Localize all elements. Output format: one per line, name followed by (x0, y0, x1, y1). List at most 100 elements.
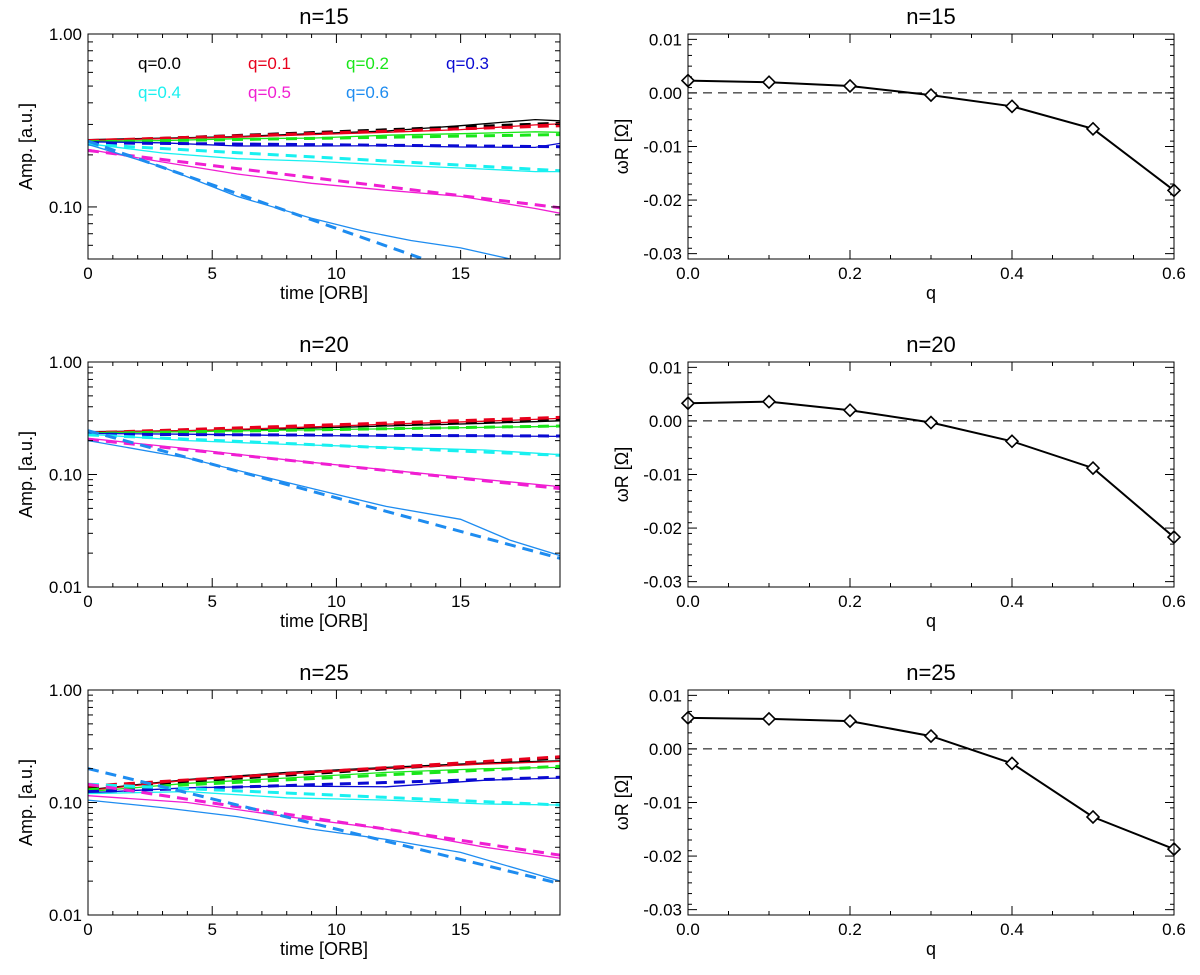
x-tick-label: 5 (207, 264, 216, 283)
plot-frame (687, 33, 1175, 260)
y-tick-label: 0.10 (49, 466, 82, 485)
x-axis-label: time [ORB] (280, 611, 368, 631)
series-q=0.6 (88, 767, 560, 886)
series-line-dashed (88, 755, 560, 788)
series-line-dashed (88, 142, 560, 173)
series-line-dashed (88, 429, 560, 560)
series-q=0.3 (88, 432, 560, 438)
axes: 0.0 0.2 0.4 0.6 0.01 0.00 -0.01 -0.02 -0.03 (643, 358, 1186, 611)
x-tick-label: 0.2 (838, 920, 862, 939)
plot-frame (687, 689, 1175, 916)
plot-area (88, 118, 560, 259)
legend: q=0.0 q=0.1 q=0.2 q=0.3 q=0.4 q=0.5 q=0.6 (138, 54, 489, 102)
series-line-solid (88, 143, 560, 173)
x-axis-label: q (926, 283, 936, 303)
series-line-dashed (88, 149, 560, 210)
panel-title: n=20 (906, 332, 956, 357)
plot-frame (87, 689, 561, 916)
y-tick-label: 0.10 (49, 794, 82, 813)
panel-title: n=15 (906, 4, 956, 29)
x-tick-label: 15 (451, 592, 470, 611)
x-tick-label: 10 (327, 264, 346, 283)
series-q=0.4 (88, 433, 560, 457)
y-tick-label: -0.01 (643, 466, 682, 485)
y-axis-label: ωR [Ω] (612, 775, 632, 831)
series-line-dashed (88, 782, 560, 807)
series-line-dashed (88, 782, 560, 857)
data-point-diamond (1004, 99, 1020, 114)
y-tick-label: 1.00 (49, 25, 82, 44)
data-point-diamond (761, 75, 777, 90)
y-tick-label: -0.03 (643, 901, 682, 920)
series-q=0.5 (88, 148, 560, 214)
x-tick-label: 0.4 (1000, 264, 1024, 283)
y-axis-label: Amp. [a.u.] (16, 759, 36, 846)
x-tick-label: 10 (327, 592, 346, 611)
x-tick-label: 0.4 (1000, 920, 1024, 939)
data-point-diamond (842, 713, 858, 729)
series-q=0.6 (88, 139, 511, 259)
series-line-solid (88, 799, 560, 882)
series-line-dashed (88, 432, 560, 438)
plot-frame (687, 361, 1175, 588)
series-line-dashed (88, 767, 560, 886)
x-tick-label: 0.4 (1000, 592, 1024, 611)
x-tick-label: 0.0 (676, 920, 700, 939)
series-line-dashed (88, 424, 560, 435)
series-q=0.2 (88, 764, 560, 793)
x-tick-label: 0.2 (838, 592, 862, 611)
axes: 0.0 0.2 0.4 0.6 0.01 0.00 -0.01 -0.02 -0.03 (643, 30, 1186, 283)
x-tick-label: 0.0 (676, 264, 700, 283)
panel-amp-n25: n=25 0 5 10 15 0.01 0.10 1.00 time [ORB] Amp. [a.… (16, 660, 561, 959)
panel-amp-n15: n=15 0 5 10 15 0.10 1.00 time [ORB] Amp. [a.u.] q… (16, 4, 561, 303)
panel-title: n=25 (906, 660, 956, 685)
series-line-solid (88, 795, 560, 859)
series-q=0.2 (88, 131, 560, 144)
axes: 0.0 0.2 0.4 0.6 0.01 0.00 -0.01 -0.02 -0.03 (643, 686, 1186, 939)
legend-item: q=0.3 (446, 54, 489, 73)
y-tick-label: -0.03 (643, 245, 682, 264)
x-tick-label: 0.6 (1162, 264, 1186, 283)
x-tick-label: 0 (83, 592, 92, 611)
x-tick-label: 10 (327, 920, 346, 939)
series-line-solid (88, 439, 560, 557)
panel-omega-n15: n=15 0.0 0.2 0.4 0.6 0.01 0.00 -0.01 -0.02 -0.03 q… (612, 4, 1186, 303)
data-point-diamond (1085, 809, 1101, 825)
series-line-solid (88, 437, 560, 488)
x-axis-label: time [ORB] (280, 939, 368, 959)
y-tick-label: 0.00 (649, 84, 682, 103)
y-tick-label: -0.02 (643, 847, 682, 866)
series-line-dashed (88, 139, 424, 259)
panel-title: n=20 (299, 332, 349, 357)
x-axis-label: q (926, 611, 936, 631)
y-axis-label: ωR [Ω] (612, 447, 632, 503)
series-q=0.5 (88, 437, 560, 491)
y-tick-label: 0.00 (649, 412, 682, 431)
x-tick-label: 5 (207, 920, 216, 939)
y-tick-label: 0.00 (649, 740, 682, 759)
y-tick-label: -0.03 (643, 573, 682, 592)
series-q=0.2 (88, 424, 560, 435)
axes: 0 5 10 15 0.01 0.10 1.00 (49, 681, 560, 939)
series-q=0.3 (88, 141, 560, 149)
data-point-diamond (923, 415, 939, 430)
x-tick-label: 15 (451, 920, 470, 939)
plot-frame (87, 33, 561, 260)
series-q=0.1 (88, 755, 560, 792)
series-q=0.1 (88, 123, 560, 143)
series-line-dashed (88, 415, 560, 435)
series-line-solid (88, 148, 560, 214)
series-q=0.6 (88, 429, 560, 560)
x-axis-label: q (926, 939, 936, 959)
data-point-diamond (1004, 434, 1020, 449)
x-tick-label: 0.0 (676, 592, 700, 611)
data-point-diamond (923, 728, 939, 744)
y-tick-label: 0.01 (49, 906, 82, 925)
plot-frame (87, 361, 561, 588)
y-tick-label: 0.01 (49, 578, 82, 597)
y-tick-label: 0.01 (649, 358, 682, 377)
data-point-diamond (842, 403, 858, 418)
x-tick-label: 0 (83, 264, 92, 283)
data-point-diamond (923, 87, 939, 103)
